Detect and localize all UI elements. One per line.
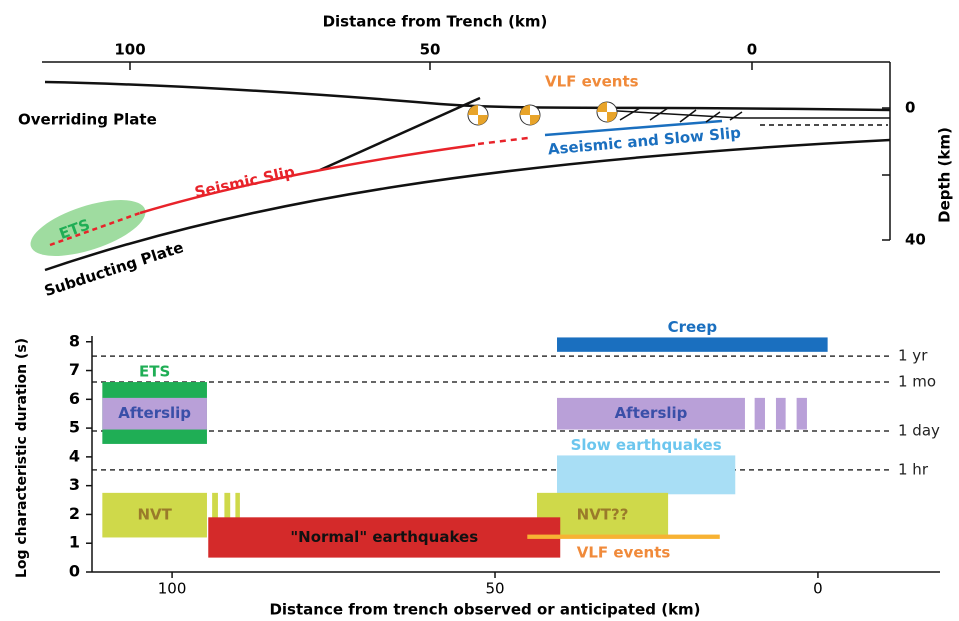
label: Aseismic and Slow Slip: [547, 124, 742, 159]
depth-tick: 0: [905, 99, 915, 117]
y-tick-label: 0: [69, 562, 80, 581]
x-tick-label: 100: [158, 580, 187, 598]
series-label: ETS: [139, 363, 170, 381]
series-label: VLF events: [577, 543, 671, 561]
range-bar: [797, 398, 807, 430]
range-bar: [776, 398, 786, 430]
diagram-x-title: Distance from Trench (km): [323, 13, 548, 31]
reference-label: 1 hr: [898, 460, 929, 478]
depth-title: Depth (km): [936, 127, 954, 223]
y-axis-title: Log characteristic duration (s): [14, 338, 30, 578]
x-tick-label: 50: [485, 580, 504, 598]
series-label: Creep: [668, 318, 718, 336]
diagram-x-tick: 50: [420, 41, 441, 59]
series-label: NVT: [137, 506, 172, 524]
reference-label: 1 day: [898, 421, 940, 439]
y-tick-label: 7: [69, 360, 80, 379]
label: Overriding Plate: [18, 111, 157, 129]
range-bar: [557, 337, 828, 351]
diagram-axes: [42, 62, 890, 240]
series-label: Afterslip: [118, 404, 191, 422]
range-bar: [755, 398, 765, 430]
y-tick-label: 1: [69, 533, 80, 552]
series-label: Slow earthquakes: [571, 436, 722, 454]
y-tick-label: 3: [69, 475, 80, 494]
label: Seismic Slip: [193, 162, 297, 201]
figure: Distance from Trench (km) 100 50 0 0 40 …: [0, 0, 959, 621]
reference-label: 1 yr: [898, 347, 928, 365]
y-tick-label: 4: [69, 446, 80, 465]
y-tick-label: 2: [69, 504, 80, 523]
range-bar: [557, 455, 735, 494]
diagram-x-tick: 0: [747, 41, 757, 59]
series-label: Afterslip: [615, 404, 688, 422]
series-label: "Normal" earthquakes: [290, 528, 478, 546]
y-tick-label: 5: [69, 418, 80, 437]
range-bar: [527, 535, 719, 539]
series-label: NVT??: [577, 506, 629, 524]
depth-tick: 40: [905, 231, 926, 249]
x-tick-label: 0: [813, 580, 823, 598]
cross-section: Distance from Trench (km) 100 50 0 0 40 …: [18, 13, 954, 301]
x-axis-title: Distance from trench observed or anticip…: [269, 601, 700, 619]
reference-label: 1 mo: [898, 373, 936, 391]
y-tick-label: 8: [69, 331, 80, 350]
y-tick-label: 6: [69, 389, 80, 408]
duration-chart: Distance from trench observed or anticip…: [14, 318, 940, 619]
diagram-x-tick: 100: [114, 41, 145, 59]
label: VLF events: [545, 73, 639, 91]
